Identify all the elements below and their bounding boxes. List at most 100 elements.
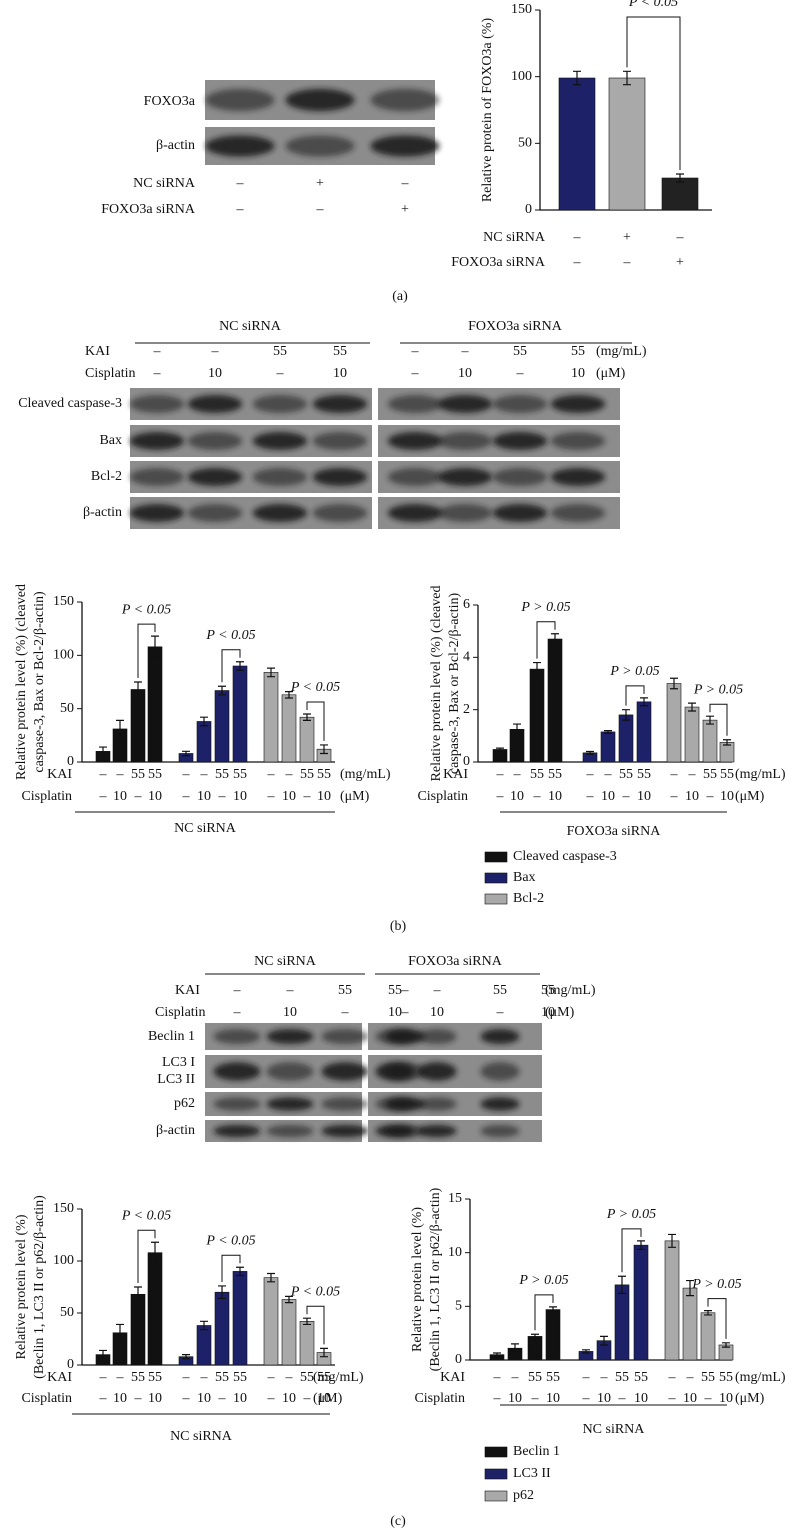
error-bar [182,1354,190,1360]
blot-band [266,1097,314,1111]
blot-band [387,432,443,450]
condition-value: – [285,1370,294,1385]
bar [299,716,315,763]
blot-band [321,1097,369,1111]
blot-band [312,395,368,413]
annotation: P > 0.05 [518,1273,568,1288]
significance-bracket [707,1298,727,1339]
condition-label: NC siRNA [133,176,196,191]
condition-value: – [200,767,209,782]
bar [130,1293,146,1366]
error-bar [496,747,504,752]
condition-value: – [218,789,227,804]
blot-row-label: Beclin 1 [148,1029,195,1044]
condition-value: – [496,767,505,782]
blot-band [129,468,185,486]
significance-bracket [709,703,728,736]
condition-value: 10 [571,366,585,381]
error-bar [218,1285,226,1300]
condition-value: 10 [510,789,524,804]
condition-value: 55 [273,344,287,359]
condition-value: 10 [317,789,331,804]
blot-band [550,432,606,450]
condition-value: – [401,176,410,191]
y-tick-label: 10 [448,1245,462,1260]
condition-value: 55 [513,344,527,359]
bar [684,706,700,763]
y-tick-label: 0 [463,754,470,769]
blot-band [266,1124,314,1138]
blot-band [213,1097,261,1111]
condition-value: – [676,230,685,245]
significance-bracket [534,1294,554,1331]
error-bar [267,667,275,678]
condition-unit: (mg/mL) [313,1370,364,1385]
condition-value: 55 [530,767,544,782]
condition-value: 10 [430,1005,444,1020]
bar [545,1309,561,1361]
condition-value: – [623,255,632,270]
blot-band [437,432,493,450]
condition-value: – [516,366,525,381]
condition-unit: (μM) [735,789,765,804]
significance-bracket [621,1228,642,1273]
blot-band [187,504,243,522]
condition-label: Cisplatin [155,1005,206,1020]
condition-value: 55 [703,767,717,782]
blot-band [205,135,275,157]
blot-band [285,88,355,112]
group-label: NC siRNA [583,1422,646,1437]
condition-label: FOXO3a siRNA [101,202,196,217]
bar [196,721,212,763]
y-axis-label: (Beclin 1, LC3 II or p62/β-actin) [428,1187,443,1371]
bar [682,1287,698,1361]
condition-value: – [267,1370,276,1385]
condition-value: 10 [597,1391,611,1406]
condition-unit: (μM) [545,1005,575,1020]
y-tick-label: 2 [463,702,470,717]
condition-value: – [285,767,294,782]
condition-label: FOXO3a siRNA [451,255,546,270]
blot-band [285,135,355,157]
y-tick-label: 50 [60,701,74,716]
y-axis-label: caspase-3, Bax or Bcl-2/β-actin) [32,591,47,773]
blot-row-label: β-actin [83,505,122,520]
blot-row-label: p62 [174,1096,195,1111]
legend-swatch [484,1490,508,1502]
blot-band [252,395,308,413]
blot-band [312,432,368,450]
bar [608,77,646,211]
bar [700,1312,716,1361]
condition-unit: (mg/mL) [340,767,391,782]
blot-band [480,1062,520,1081]
condition-value: – [303,1391,312,1406]
bar [661,177,699,211]
condition-value: – [586,767,595,782]
condition-unit: (μM) [340,789,370,804]
condition-value: 10 [197,789,211,804]
error-bar [303,1317,311,1326]
blot-header: FOXO3a siRNA [468,319,563,334]
blot-band [321,1028,369,1045]
condition-value: 55 [131,1370,145,1385]
condition-label: KAI [443,767,468,782]
error-bar [676,173,684,183]
blot-band [437,395,493,413]
condition-value: – [99,1391,108,1406]
condition-value: 10 [508,1391,522,1406]
condition-value: 55 [720,767,734,782]
blot-band [321,1124,369,1138]
blot-band [480,1028,520,1045]
condition-value: – [600,1370,609,1385]
condition-value: 55 [317,767,331,782]
condition-label: Cisplatin [85,366,136,381]
condition-value: – [99,789,108,804]
panel-label: (c) [390,1514,406,1529]
condition-value: – [286,983,295,998]
blot-row-label: Cleaved caspase-3 [18,396,122,411]
error-bar [551,633,559,645]
error-bar [200,716,208,727]
error-bar [573,70,581,86]
